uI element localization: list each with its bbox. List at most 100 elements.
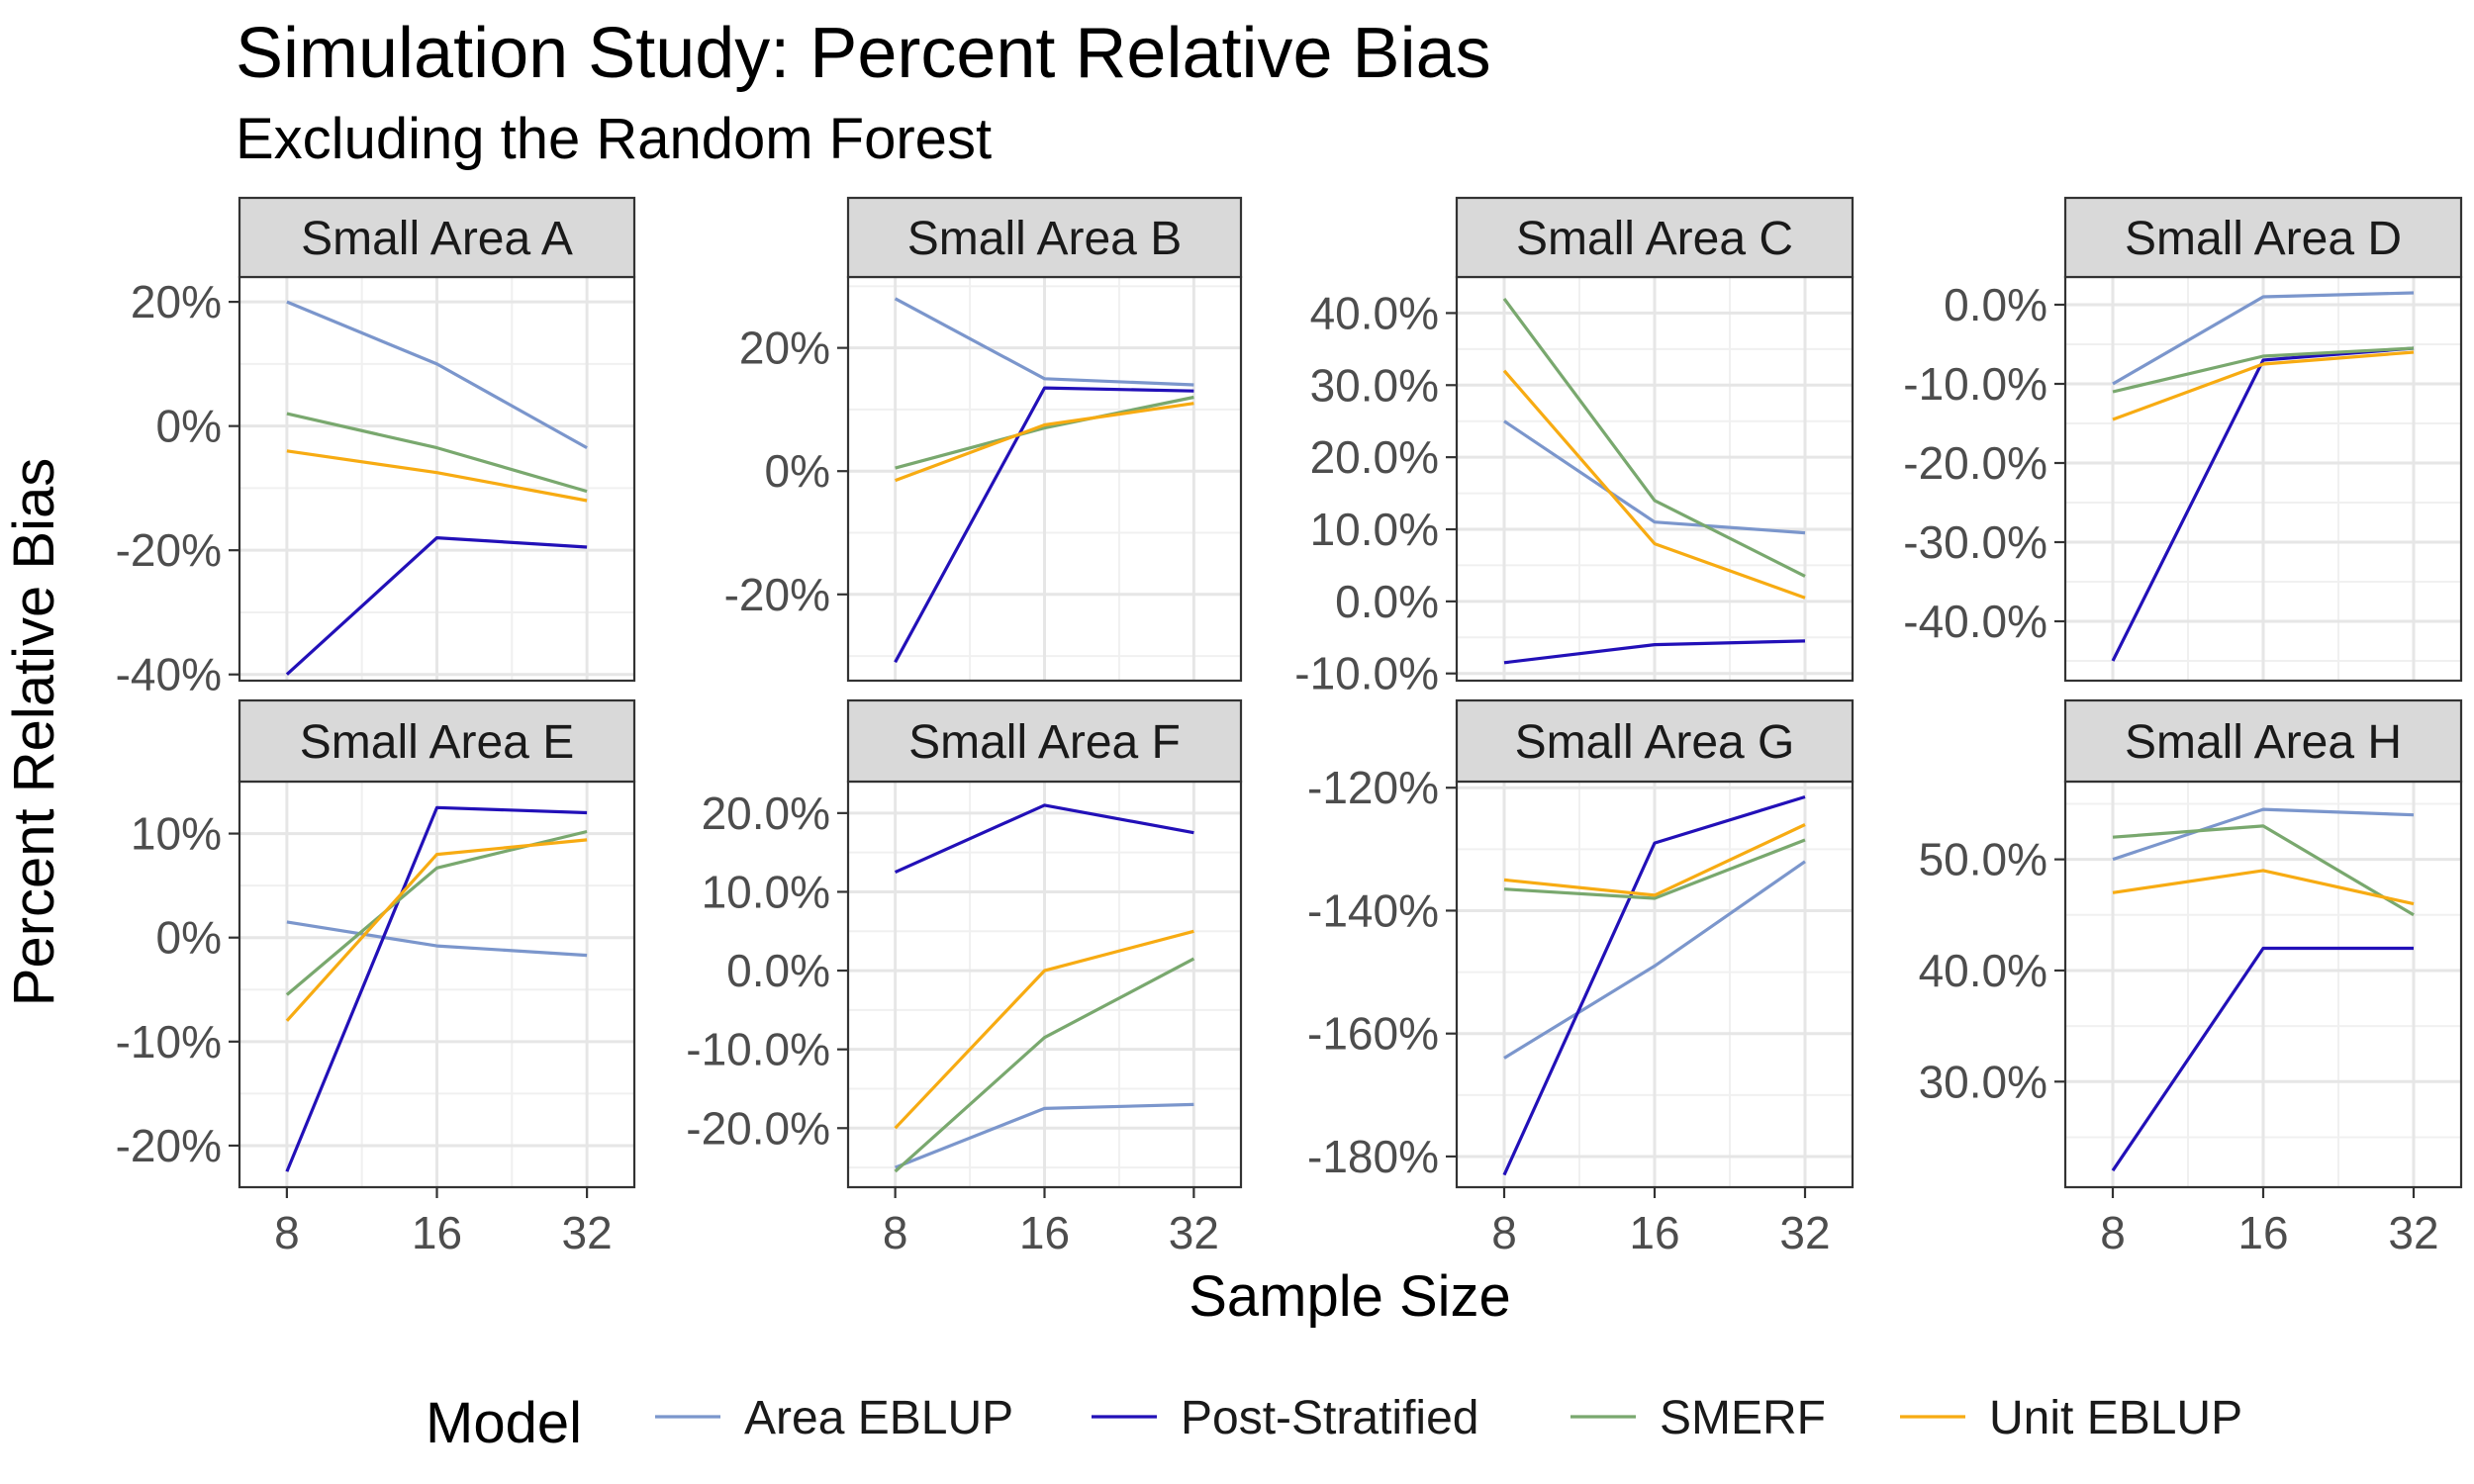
legend-label-smerf: SMERF xyxy=(1660,1392,1826,1444)
facet-strip xyxy=(846,698,1243,784)
facet-5: Small Area E 10% 0% -10% -20% 8 16 32 xyxy=(116,698,636,1258)
y-tick-label: -20.0% xyxy=(1903,437,2047,489)
series-line-smerf xyxy=(286,412,588,494)
y-tick-label: -20% xyxy=(116,524,222,576)
series-line-area-eblup xyxy=(1503,419,1806,535)
y-tick-label: -40% xyxy=(116,649,222,700)
y-tick-label: -20.0% xyxy=(686,1102,830,1154)
chart-title: Simulation Study: Percent Relative Bias xyxy=(236,14,1491,93)
y-tick-label: 40.0% xyxy=(1310,287,1439,338)
x-tick-label: 16 xyxy=(412,1207,462,1258)
y-tick-label: 0.0% xyxy=(1944,279,2047,330)
x-tick-label: 8 xyxy=(274,1207,300,1258)
facet-2: Small Area B 20% 0% -20% xyxy=(724,196,1243,683)
legend-label-post-stratified: Post-Stratified xyxy=(1181,1392,1478,1444)
y-tick-label: 0.0% xyxy=(726,945,830,996)
y-tick-label: -10.0% xyxy=(686,1024,830,1075)
legend-label-unit-eblup: Unit EBLUP xyxy=(1989,1392,2242,1444)
x-axis-title: Sample Size xyxy=(1189,1264,1511,1329)
series-line-unit-eblup xyxy=(2112,350,2415,421)
y-tick-label: -40.0% xyxy=(1903,596,2047,647)
series-line-unit-eblup xyxy=(1503,823,1806,897)
facet-label: Small Area D xyxy=(2125,213,2402,265)
x-tick-label: 8 xyxy=(1491,1207,1517,1258)
facet-1: Small Area A 20% 0% -20% -40% xyxy=(116,196,636,700)
facet-7: Small Area G -120% -140% -160% -180% 8 16 32 xyxy=(1307,698,1855,1258)
series-line-smerf xyxy=(1502,297,1806,578)
series-line-area-eblup xyxy=(2112,291,2415,386)
series-line-unit-eblup xyxy=(1502,369,1806,600)
x-tick-label: 16 xyxy=(2237,1207,2288,1258)
facet-strip xyxy=(2063,698,2463,784)
y-tick-label: -10.0% xyxy=(1294,648,1439,699)
facet-strip xyxy=(1455,196,1855,279)
series-line-smerf xyxy=(895,395,1194,470)
facet-label: Small Area G xyxy=(1515,716,1795,769)
y-tick-label: 30.0% xyxy=(1919,1056,2047,1107)
chart-subtitle: Excluding the Random Forest xyxy=(236,107,992,171)
y-tick-label: 20.0% xyxy=(1310,431,1439,483)
facet-strip xyxy=(238,196,636,279)
x-tick-label: 16 xyxy=(1019,1207,1070,1258)
facet-panels: Small Area A 20% 0% -20% -40% Small Area B 20%… xyxy=(116,196,2463,1258)
facet-3: Small Area C 40.0% 30.0% 20.0% 10.0% 0.0% -10.… xyxy=(1294,196,1855,699)
y-tick-label: -140% xyxy=(1307,884,1439,936)
facet-label: Small Area H xyxy=(2125,716,2402,769)
series-line-area-eblup xyxy=(1503,860,1806,1060)
x-tick-label: 16 xyxy=(1629,1207,1679,1258)
legend: Model Area EBLUP Post-Stratified SMERF Unit … xyxy=(426,1391,2242,1455)
facet-label: Small Area C xyxy=(1516,213,1793,265)
y-tick-label: -20% xyxy=(116,1120,222,1171)
facet-strip xyxy=(846,196,1243,279)
y-tick-label: 10.0% xyxy=(1310,504,1439,555)
facet-strip xyxy=(2063,196,2463,279)
series-line-area-eblup xyxy=(894,297,1194,387)
y-tick-label: 40.0% xyxy=(1919,945,2047,996)
series-line-unit-eblup xyxy=(895,402,1194,483)
series-line-area-eblup xyxy=(895,1102,1194,1169)
series-line-post-stratified xyxy=(285,805,588,1172)
y-tick-label: -180% xyxy=(1307,1131,1439,1182)
y-tick-label: 0.0% xyxy=(1335,576,1439,627)
y-tick-label: -160% xyxy=(1307,1008,1439,1060)
y-tick-label: 10% xyxy=(131,808,222,860)
series-line-post-stratified xyxy=(894,386,1194,664)
facet-label: Small Area B xyxy=(907,213,1182,265)
series-line-smerf xyxy=(894,957,1195,1173)
series-line-post-stratified xyxy=(1503,639,1806,665)
x-tick-label: 32 xyxy=(562,1207,613,1258)
y-tick-label: -10.0% xyxy=(1903,358,2047,410)
series-line-post-stratified xyxy=(285,535,588,676)
facet-strip xyxy=(1455,698,1855,784)
y-tick-label: 50.0% xyxy=(1919,834,2047,885)
x-tick-label: 8 xyxy=(883,1207,908,1258)
y-tick-label: -30.0% xyxy=(1903,516,2047,568)
facet-label: Small Area A xyxy=(301,213,573,265)
y-tick-label: 0% xyxy=(156,401,222,452)
legend-label-area-eblup: Area EBLUP xyxy=(744,1392,1013,1444)
facet-4: Small Area D 0.0% -10.0% -20.0% -30.0% -40.0% xyxy=(1903,196,2463,683)
facet-label: Small Area E xyxy=(300,716,574,769)
y-tick-label: 20.0% xyxy=(702,788,830,839)
series-line-post-stratified xyxy=(2111,946,2414,1172)
y-tick-label: 20% xyxy=(131,276,222,327)
series-line-smerf xyxy=(2112,824,2415,917)
x-tick-label: 32 xyxy=(2388,1207,2438,1258)
series-line-unit-eblup xyxy=(2112,869,2415,906)
series-line-smerf xyxy=(2112,346,2415,394)
series-line-smerf xyxy=(1503,838,1806,900)
y-tick-label: 20% xyxy=(739,323,830,374)
y-tick-label: -10% xyxy=(116,1016,222,1067)
x-tick-label: 8 xyxy=(2100,1207,2126,1258)
series-line-area-eblup xyxy=(2112,807,2415,862)
series-line-area-eblup xyxy=(286,300,588,449)
legend-title: Model xyxy=(426,1391,582,1455)
series-line-area-eblup xyxy=(286,920,588,958)
series-line-unit-eblup xyxy=(286,449,588,503)
y-tick-label: 30.0% xyxy=(1310,359,1439,411)
y-axis-title: Percent Relative Bias xyxy=(2,458,66,1006)
y-tick-label: -20% xyxy=(724,569,830,620)
y-tick-label: 0% xyxy=(156,912,222,964)
facet-label: Small Area F xyxy=(908,716,1181,769)
